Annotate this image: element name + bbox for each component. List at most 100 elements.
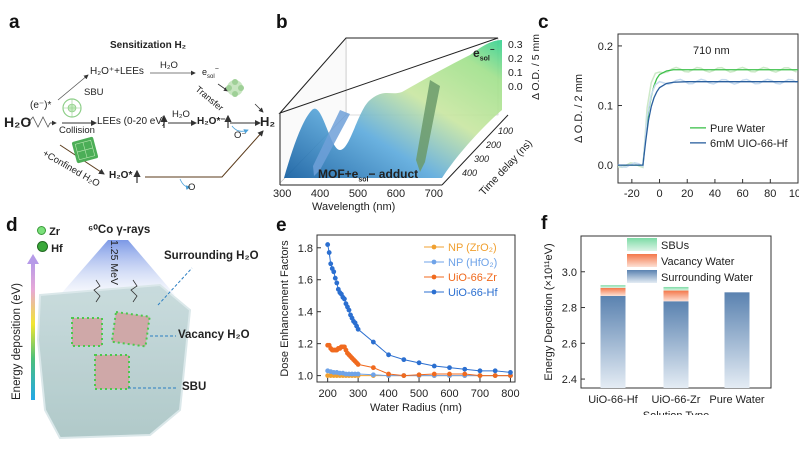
chart-title: 710 nm bbox=[693, 45, 730, 57]
b-xtick: 500 bbox=[348, 188, 368, 200]
sbu-label: SBU bbox=[84, 87, 104, 98]
box-depth-edge bbox=[441, 114, 509, 186]
callout-surrounding-label: Surrounding H₂O bbox=[164, 250, 259, 262]
data-point-uio-66-hf bbox=[325, 242, 331, 247]
data-point-uio-66-zr bbox=[447, 371, 452, 377]
callout-sbu-label: SBU bbox=[182, 381, 207, 393]
arrow-o-minus bbox=[231, 125, 249, 134]
mof-lattice-icon bbox=[71, 136, 99, 164]
h2-product: H₂ bbox=[260, 114, 276, 129]
x-tick-label: 20 bbox=[681, 188, 693, 200]
plot-frame bbox=[617, 33, 799, 184]
data-point-uio-66-hf bbox=[508, 370, 513, 375]
legend-label: NP (ZrO₂) bbox=[448, 242, 497, 254]
panel-c-label: c bbox=[538, 12, 549, 33]
b-xtick: 600 bbox=[386, 188, 406, 200]
data-point-uio-66-hf bbox=[328, 261, 334, 267]
plot-frame bbox=[316, 234, 516, 383]
x-tick-label: 300 bbox=[349, 388, 367, 400]
legend-label: 6mM UIO-66-Hf bbox=[710, 138, 789, 150]
data-point-uio-66-zr bbox=[477, 373, 483, 379]
esol-b-text: e bbox=[473, 46, 480, 60]
energy-arrow-head bbox=[27, 254, 39, 264]
legend-label: Surrounding Water bbox=[661, 272, 753, 284]
fit-line-uio-66-hf bbox=[618, 81, 798, 166]
data-point-uio-66-hf bbox=[346, 307, 352, 313]
arrow-esol-mof bbox=[217, 83, 229, 92]
mof-transfer-icon bbox=[226, 79, 244, 97]
legend-label: Vacancy Water bbox=[661, 256, 735, 268]
box-frame bbox=[278, 37, 499, 115]
esol-annotation: esol− bbox=[473, 45, 494, 62]
mid-arrow-label: H₂O bbox=[172, 109, 190, 120]
data-point-uio-66-zr bbox=[431, 371, 437, 377]
b-ytick: 200 bbox=[486, 140, 502, 150]
data-point-uio-66-hf bbox=[386, 352, 391, 358]
legend-marker bbox=[431, 244, 437, 250]
legend-label: UiO-66-Hf bbox=[448, 287, 498, 299]
arrow-esol-h2 bbox=[254, 103, 264, 113]
bar-segment-vacancy-water bbox=[663, 290, 689, 302]
bar-segment-vacancy-water bbox=[600, 287, 626, 296]
panel-f-label: f bbox=[541, 213, 548, 234]
legend-zr-text: Zr bbox=[49, 226, 61, 238]
data-point-uio-66-hf bbox=[401, 357, 407, 363]
gamma-squiggle-1 bbox=[93, 279, 101, 303]
y-tick-label: 1.8 bbox=[298, 243, 313, 255]
b-ztick: 0.0 bbox=[508, 81, 523, 93]
panel-b-label: b bbox=[276, 12, 288, 33]
hf-dot-icon bbox=[37, 241, 48, 252]
y-tick-label: 3.0 bbox=[562, 267, 577, 279]
y-tick-label: 2.6 bbox=[562, 338, 577, 350]
legend-label: NP (HfO₂) bbox=[448, 257, 497, 269]
x-category-label: Pure Water bbox=[709, 394, 765, 406]
h2o-reactant: H₂O bbox=[4, 114, 32, 130]
x-tick-label: 60 bbox=[736, 188, 748, 200]
arrow-to-top bbox=[57, 74, 89, 101]
data-point-uio-66-hf bbox=[342, 296, 347, 302]
y-tick-label: 1.6 bbox=[298, 275, 313, 287]
lees-label: LEEs (0-20 eV) bbox=[97, 116, 166, 127]
mof-crystal-3 bbox=[94, 354, 130, 390]
bar-segment-surrounding-water bbox=[600, 295, 626, 388]
data-point-np-hfo2 bbox=[355, 371, 361, 377]
y-tick-label: 1.4 bbox=[298, 307, 313, 319]
y-tick-label: 2.8 bbox=[562, 303, 577, 315]
esol-sub: sol bbox=[207, 73, 215, 80]
panel-c-chart: 0.00.10.2-20020406080100Time delay (ps)Δ… bbox=[573, 33, 799, 200]
y-tick-label: 0.2 bbox=[598, 41, 613, 53]
top-product: H₂O⁺+LEEs bbox=[90, 66, 144, 77]
data-point-uio-66-zr bbox=[386, 371, 391, 377]
bar-segment-surrounding-water bbox=[663, 301, 689, 388]
x-tick-label: 700 bbox=[471, 388, 489, 400]
o-label: O bbox=[188, 182, 196, 193]
x-tick-label: 600 bbox=[440, 388, 458, 400]
data-point-uio-66-hf bbox=[462, 366, 468, 372]
bar-segment-sbus bbox=[663, 286, 689, 291]
x-tick-label: 0 bbox=[656, 188, 662, 200]
legend-swatch bbox=[627, 238, 657, 251]
x-axis-label: Water Radius (nm) bbox=[370, 402, 462, 414]
b-xtick: 400 bbox=[310, 188, 330, 200]
callout-vacancy-label: Vacancy H₂O bbox=[178, 329, 250, 341]
y-tick-label: 1.0 bbox=[298, 371, 313, 383]
data-point-np-hfo2 bbox=[370, 372, 376, 378]
gamma-source-label: ⁶⁰Co γ-rays bbox=[88, 224, 151, 236]
data-point-uio-66-hf bbox=[334, 280, 340, 286]
gamma-beam bbox=[60, 240, 175, 295]
b-ztick: 0.1 bbox=[508, 67, 523, 79]
data-point-uio-66-hf bbox=[492, 368, 498, 374]
legend-marker bbox=[431, 274, 437, 280]
collision-label: Collision bbox=[59, 125, 95, 136]
data-point-uio-66-zr bbox=[355, 362, 361, 367]
x-tick-label: -20 bbox=[624, 188, 640, 200]
excitation-squiggle bbox=[27, 116, 51, 128]
arrow-left-decay bbox=[313, 110, 350, 176]
energy-gradient-bar bbox=[31, 262, 35, 400]
panel-e-label: e bbox=[276, 215, 287, 236]
adduct-sub: sol bbox=[358, 176, 369, 184]
spectral-surface bbox=[284, 40, 502, 178]
y-tick-label: 0.1 bbox=[598, 101, 613, 113]
energy-axis-label: Energy deposition (eV) bbox=[11, 283, 23, 400]
energy-value-label: 1.25 MeV bbox=[108, 240, 120, 285]
